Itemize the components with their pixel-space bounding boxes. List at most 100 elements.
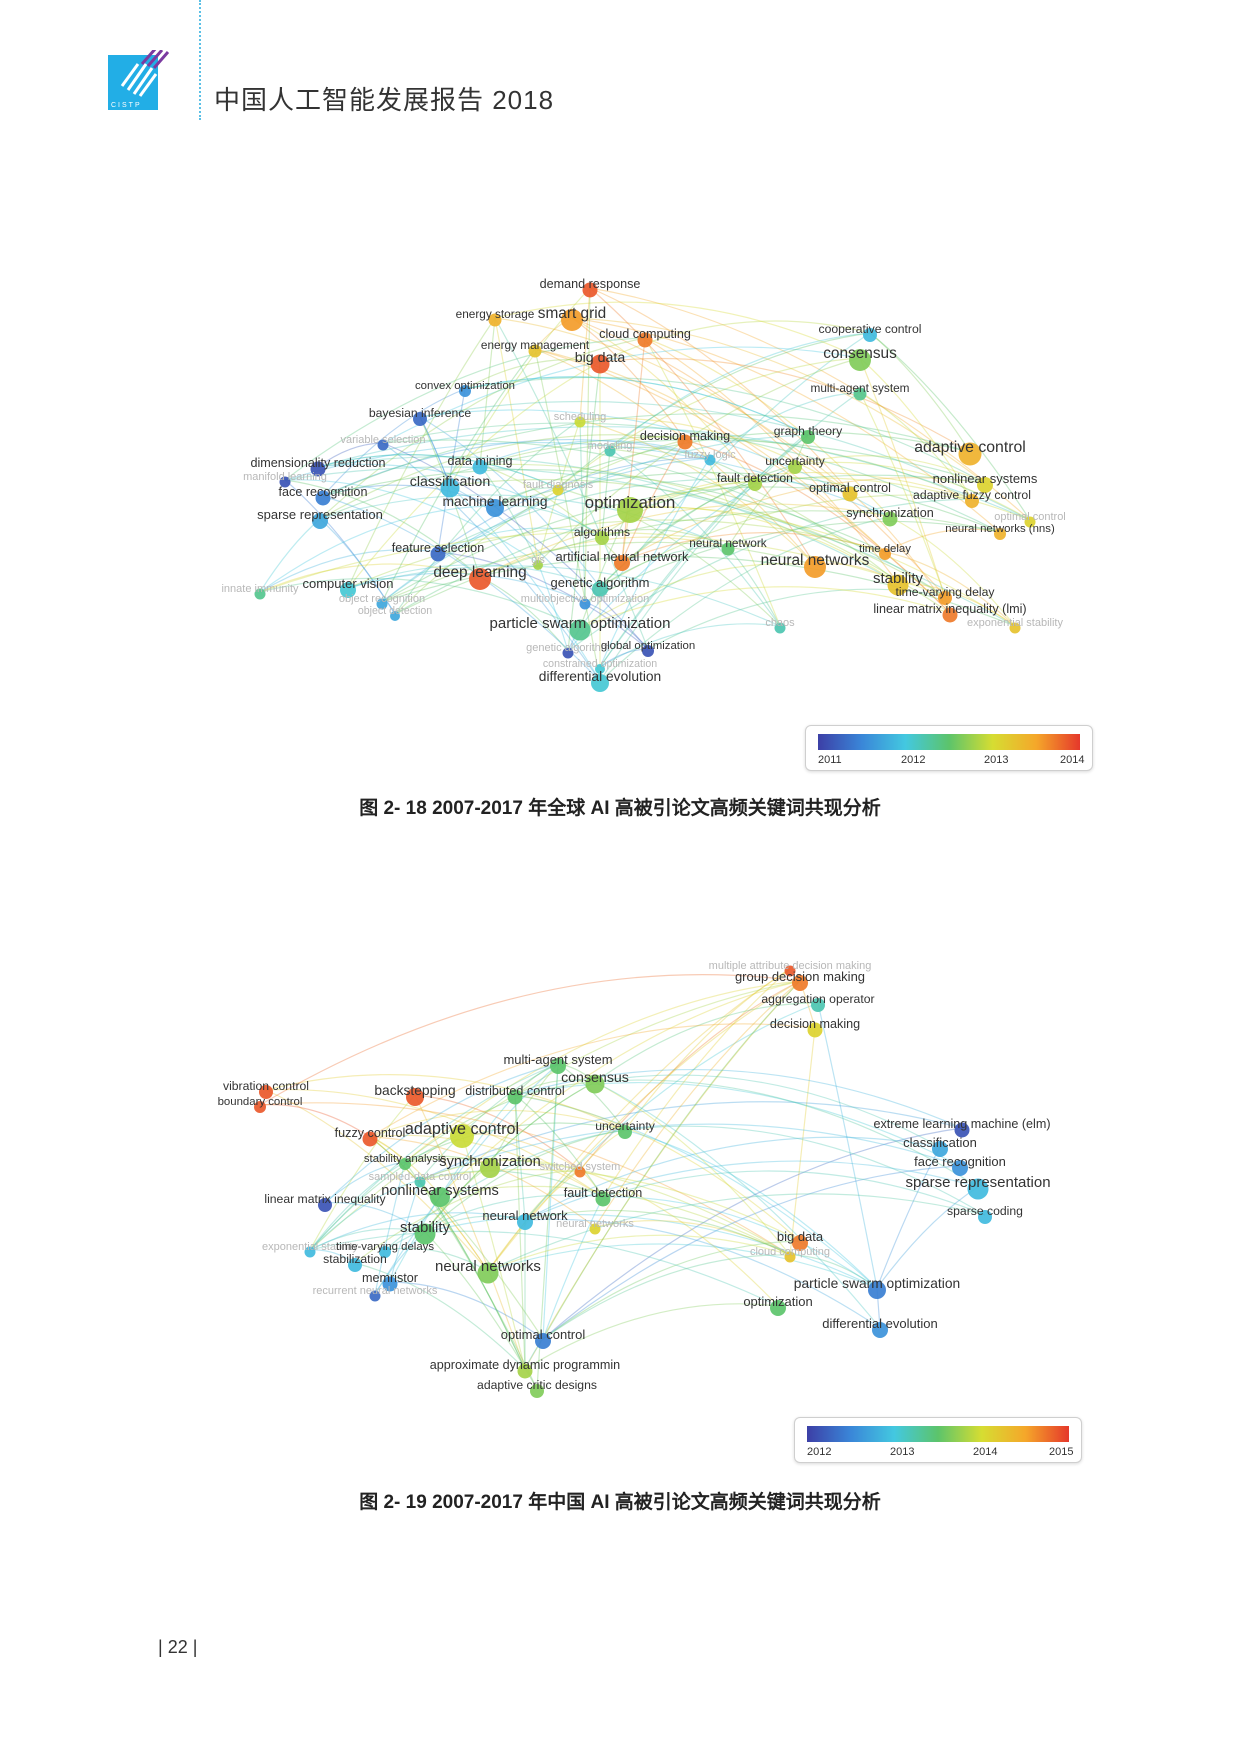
keyword-node[interactable]: feature selection	[392, 541, 484, 562]
keyword-node[interactable]: consensus	[823, 345, 897, 371]
keyword-node[interactable]: multi-agent system	[503, 1052, 613, 1074]
keyword-node[interactable]: decision making	[770, 1017, 860, 1038]
keyword-node[interactable]: neural networks (nns)	[945, 523, 1055, 540]
keyword-node[interactable]: differential evolution	[539, 669, 661, 692]
keyword-node[interactable]: variable selection	[341, 434, 426, 451]
keyword-node[interactable]: object recognition	[339, 593, 425, 610]
keyword-node[interactable]: exponential stability	[967, 617, 1064, 634]
keyword-node[interactable]: distributed control	[465, 1084, 565, 1105]
keyword-node[interactable]: adaptive fuzzy control	[913, 488, 1031, 508]
keyword-node[interactable]: data mining	[447, 454, 513, 475]
keyword-node[interactable]: neural network	[482, 1208, 568, 1230]
keyword-node[interactable]: uncertainty	[765, 454, 826, 474]
keyword-node[interactable]: optimal control	[501, 1327, 586, 1349]
keyword-node[interactable]: fault detection	[564, 1186, 642, 1207]
keyword-node[interactable]: modeling	[588, 440, 633, 457]
keyword-node[interactable]: time-varying delay	[896, 585, 996, 605]
keyword-node[interactable]: multiobjective optimization	[521, 593, 649, 610]
keyword-node[interactable]: fault diagnosis	[523, 479, 594, 496]
keyword-node[interactable]: machine learning	[442, 494, 548, 517]
keyword-node[interactable]: vibration control	[223, 1079, 309, 1099]
keyword-node[interactable]: constrained optimization	[543, 658, 657, 674]
keyword-node[interactable]: particle swarm optimization	[794, 1276, 960, 1299]
keyword-node[interactable]: algorithms	[574, 525, 630, 545]
keyword-node[interactable]: neural networks	[761, 552, 870, 578]
keyword-node[interactable]: sparse coding	[947, 1204, 1023, 1224]
keyword-node[interactable]: nonlinear systems	[933, 471, 1038, 493]
keyword-node[interactable]: adaptive control	[914, 439, 1026, 466]
keyword-node[interactable]: fuzzy control	[335, 1126, 406, 1147]
keyword-node[interactable]: graph theory	[774, 424, 843, 444]
keyword-node[interactable]: chaos	[765, 617, 795, 634]
keyword-node[interactable]: smart grid	[538, 305, 606, 331]
keyword-node[interactable]: face recognition	[279, 485, 368, 506]
keyword-node[interactable]: exponential stability	[262, 1241, 359, 1258]
keyword-node[interactable]: face recognition	[914, 1154, 1006, 1176]
keyword-node[interactable]: optimization	[585, 493, 676, 523]
keyword-node[interactable]: global optimization	[601, 640, 695, 657]
keyword-node[interactable]: gis	[531, 554, 545, 570]
keyword-node[interactable]: energy storage	[456, 307, 535, 327]
keyword-node[interactable]: linear matrix inequality	[264, 1192, 387, 1212]
keyword-node[interactable]: multi-agent system	[811, 381, 910, 401]
keyword-node[interactable]: computer vision	[302, 576, 394, 598]
keyword-node[interactable]: object detection	[358, 605, 432, 621]
keyword-node[interactable]: innate immunity	[221, 583, 299, 600]
keyword-node[interactable]: sparse representation	[257, 507, 383, 529]
keyword-node[interactable]: extreme learning machine (elm)	[873, 1117, 1051, 1138]
keyword-node[interactable]: deep learning	[433, 564, 527, 590]
keyword-node[interactable]: artificial neural network	[556, 549, 689, 571]
keyword-node[interactable]: fuzzy logic	[684, 449, 736, 466]
keyword-node[interactable]: bayesian inference	[369, 406, 472, 426]
keyword-node[interactable]: approximate dynamic programmin	[430, 1358, 620, 1379]
keyword-node[interactable]: neural network	[689, 536, 767, 556]
keyword-node[interactable]: stability	[873, 570, 924, 596]
keyword-node[interactable]: time-varying delays	[336, 1241, 434, 1258]
keyword-node[interactable]: backstepping	[374, 1083, 456, 1106]
keyword-node[interactable]: memristor	[362, 1271, 418, 1292]
keyword-node[interactable]: stability	[400, 1219, 451, 1245]
keyword-node[interactable]: adaptive critic designs	[477, 1378, 597, 1398]
keyword-node[interactable]: classification	[410, 474, 490, 498]
keyword-node[interactable]: big data	[777, 1229, 824, 1251]
keyword-node[interactable]: demand response	[540, 277, 641, 298]
keyword-node[interactable]: scheduling	[554, 411, 607, 428]
keyword-node[interactable]: neural networks	[556, 1218, 634, 1235]
keyword-node[interactable]: energy management	[481, 338, 590, 358]
keyword-node[interactable]: multiple attribute decision making	[709, 960, 872, 977]
keyword-node[interactable]: dimensionality reduction	[250, 456, 386, 477]
keyword-node[interactable]: convex optimization	[415, 380, 515, 397]
keyword-node[interactable]: synchronization	[439, 1154, 541, 1178]
keyword-node[interactable]: recurrent neural networks	[313, 1285, 438, 1302]
keyword-node[interactable]: particle swarm optimization	[490, 615, 671, 641]
keyword-node[interactable]: synchronization	[846, 506, 934, 527]
keyword-node[interactable]: big data	[575, 350, 626, 374]
keyword-node[interactable]: decision making	[640, 429, 730, 450]
keyword-node[interactable]: group decision making	[735, 969, 865, 991]
keyword-node[interactable]: sampled-data control	[369, 1171, 472, 1188]
keyword-node[interactable]: aggregation operator	[761, 992, 875, 1012]
keyword-node[interactable]: cooperative control	[819, 322, 922, 342]
keyword-node[interactable]: classification	[903, 1135, 977, 1157]
keyword-node[interactable]: stabilization	[323, 1252, 387, 1272]
keyword-node[interactable]: fault detection	[717, 471, 793, 491]
keyword-node[interactable]: optimal control	[809, 481, 891, 502]
keyword-node[interactable]: stability analysis	[364, 1153, 447, 1170]
keyword-node[interactable]: sparse representation	[905, 1174, 1051, 1200]
keyword-node[interactable]: optimal control	[994, 511, 1066, 528]
keyword-node[interactable]: differential evolution	[822, 1316, 938, 1338]
keyword-node[interactable]: cloud computing	[599, 327, 691, 348]
keyword-node[interactable]: adaptive control	[405, 1120, 519, 1148]
keyword-node[interactable]: time delay	[859, 543, 911, 560]
keyword-node[interactable]: neural networks	[435, 1258, 541, 1284]
keyword-node[interactable]: linear matrix inequality (lmi)	[873, 602, 1027, 623]
keyword-node[interactable]: boundary control	[218, 1096, 303, 1113]
keyword-node[interactable]: genetic algorithm	[551, 575, 650, 597]
keyword-node[interactable]: genetic algorithm	[526, 642, 610, 659]
keyword-node[interactable]: optimization	[743, 1294, 813, 1316]
keyword-node[interactable]: uncertainty	[595, 1119, 656, 1139]
keyword-node[interactable]: switched system	[540, 1161, 621, 1178]
keyword-node[interactable]: nonlinear systems	[381, 1183, 499, 1207]
keyword-node[interactable]: consensus	[561, 1070, 629, 1094]
keyword-node[interactable]: cloud computing	[750, 1246, 830, 1263]
